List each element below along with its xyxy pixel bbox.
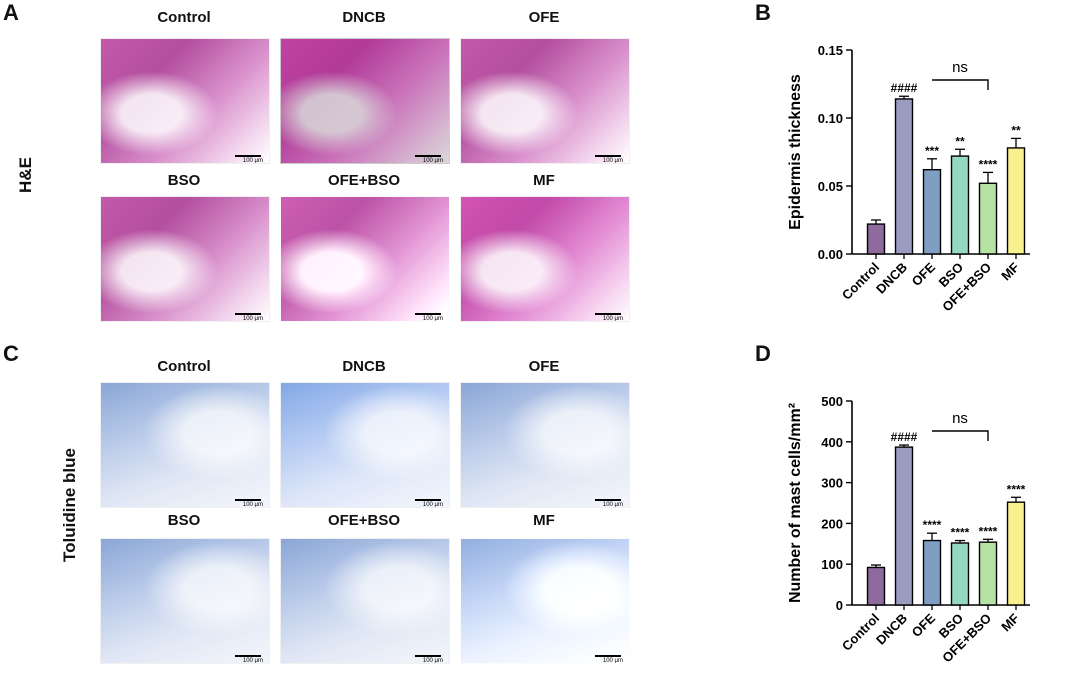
caption-he-mf: MF [533, 172, 555, 189]
he-micrograph-ofe-bso: 100 μm [280, 196, 450, 322]
chart-b-bar [978, 182, 998, 255]
chart-d-comparison-label: ns [952, 410, 968, 427]
caption-tb-bso: BSO [167, 512, 201, 529]
chart-b-x-tick-label: Control [839, 260, 882, 303]
chart-epidermis-thickness: 0.00 0.05 0.10 0.15 Epidermis thickness Contr… [787, 43, 1030, 314]
caption-tb-control: Control [157, 358, 211, 375]
chart-b-bar [1006, 147, 1026, 255]
tb-micrograph-ofe-bso: 100 μm [280, 538, 450, 664]
he-micrograph-ofe: 100 μm [460, 38, 630, 164]
chart-mast-cells: 0 100 200 300 400 500 Number of mast cells/mm²… [787, 394, 1030, 665]
caption-tb-mf: MF [533, 512, 555, 529]
chart-d-y-tick-label: 500 [821, 394, 843, 409]
chart-d-x-tick-label: MF [998, 610, 1022, 634]
chart-b-significance-label: ** [955, 134, 965, 148]
caption-tb-ofe-bso: OFE+BSO [327, 512, 401, 529]
he-micrograph-mf: 100 μm [460, 196, 630, 322]
chart-b-y-tick-label: 0.00 [818, 247, 843, 262]
he-micrograph-bso: 100 μm [100, 196, 270, 322]
chart-d-bar [950, 542, 970, 606]
tb-micrograph-ofe: 100 μm [460, 382, 630, 508]
chart-d-y-tick-label: 300 [821, 476, 843, 491]
chart-b-bar [894, 98, 914, 255]
he-micrograph-dncb: 100 μm [280, 38, 450, 164]
chart-d-y-tick-label: 0 [836, 598, 843, 613]
chart-d-x-tick-label: OFE [909, 610, 939, 640]
chart-b-y-tick-label: 0.15 [818, 43, 843, 58]
panel-letter-d: D [755, 341, 771, 366]
chart-d-bar [922, 539, 942, 606]
chart-b-y-tick-label: 0.10 [818, 111, 843, 126]
chart-d-significance-label: **** [923, 518, 942, 532]
caption-he-bso: BSO [167, 172, 201, 189]
caption-he-ofe: OFE [528, 9, 560, 26]
chart-b-x-tick-label: DNCB [873, 260, 910, 297]
chart-b-significance-label: **** [979, 157, 998, 171]
chart-b-significance-label: #### [891, 81, 918, 95]
chart-d-comparison-bracket [932, 430, 989, 441]
row-label-he: H&E [16, 157, 35, 193]
chart-d-bar [866, 566, 886, 606]
chart-d-y-tick-label: 100 [821, 557, 843, 572]
caption-tb-dncb: DNCB [342, 358, 386, 375]
chart-d-significance-label: **** [951, 526, 970, 540]
tb-micrograph-bso: 100 μm [100, 538, 270, 664]
chart-d-bar [978, 541, 998, 606]
caption-he-ofe-bso: OFE+BSO [327, 172, 401, 189]
tb-micrograph-control: 100 μm [100, 382, 270, 508]
chart-b-x-tick-label: MF [998, 259, 1022, 283]
chart-d-y-tick-label: 200 [821, 516, 843, 531]
chart-b-bar [922, 168, 942, 255]
chart-d-x-tick-label: Control [839, 611, 882, 654]
tb-micrograph-dncb: 100 μm [280, 382, 450, 508]
row-label-tb: Toluidine blue [60, 448, 79, 562]
chart-b-bar [950, 155, 970, 255]
chart-b-y-axis-label: Epidermis thickness [787, 74, 804, 230]
chart-b-y-tick-label: 0.05 [818, 179, 843, 194]
chart-d-bar [894, 446, 914, 606]
chart-d-significance-label: **** [979, 524, 998, 538]
chart-d-x-tick-label: DNCB [873, 611, 910, 648]
chart-d-y-axis-label: Number of mast cells/mm² [787, 403, 804, 603]
chart-b-bar [866, 223, 886, 255]
tb-micrograph-mf: 100 μm [460, 538, 630, 664]
chart-b-x-tick-label: OFE [909, 259, 939, 289]
chart-b-comparison-label: ns [952, 59, 968, 76]
panel-letter-c: C [3, 341, 19, 366]
panel-letter-a: A [3, 0, 19, 25]
caption-tb-ofe: OFE [528, 358, 560, 375]
chart-b-significance-label: *** [925, 144, 939, 158]
panel-letter-b: B [755, 0, 771, 25]
chart-d-significance-label: **** [1007, 482, 1026, 496]
chart-d-bar [1006, 501, 1026, 606]
chart-b-significance-label: ** [1011, 123, 1021, 137]
caption-he-control: Control [157, 9, 211, 26]
he-micrograph-control: 100 μm [100, 38, 270, 164]
chart-b-comparison-bracket [932, 79, 989, 90]
caption-he-dncb: DNCB [342, 9, 386, 26]
chart-d-significance-label: #### [891, 430, 918, 444]
chart-d-y-tick-label: 400 [821, 435, 843, 450]
